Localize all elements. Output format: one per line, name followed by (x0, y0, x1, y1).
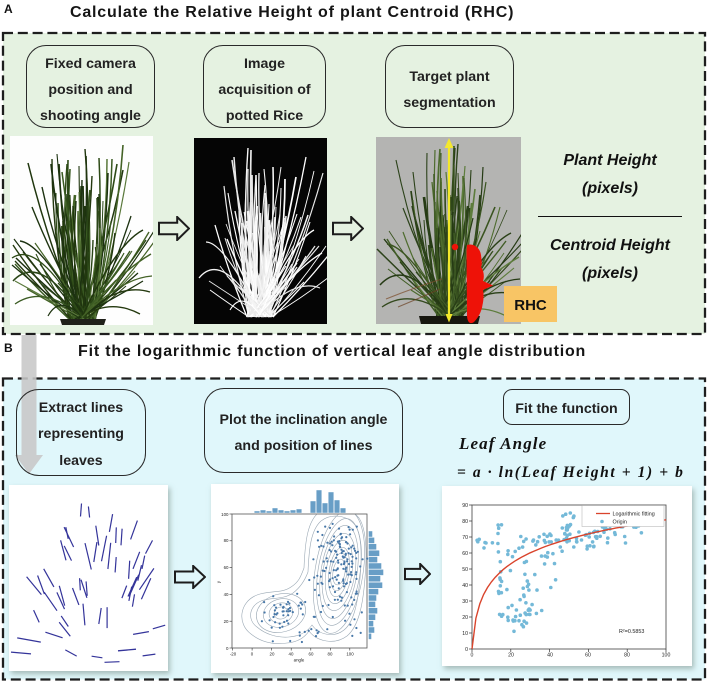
svg-text:Origin: Origin (613, 520, 627, 526)
svg-text:80: 80 (624, 653, 630, 659)
svg-text:20: 20 (462, 615, 468, 621)
svg-text:40: 40 (462, 583, 468, 589)
svg-text:20: 20 (508, 653, 514, 659)
svg-text:angle: angle (294, 658, 305, 663)
svg-text:Logarithmic fitting: Logarithmic fitting (613, 512, 655, 518)
svg-text:100: 100 (346, 652, 354, 657)
svg-text:80: 80 (224, 538, 229, 543)
svg-text:90: 90 (462, 503, 468, 509)
svg-text:0: 0 (251, 652, 254, 657)
svg-text:40: 40 (547, 653, 553, 659)
svg-text:10: 10 (462, 631, 468, 637)
svg-text:60: 60 (462, 551, 468, 557)
svg-text:0: 0 (465, 647, 468, 653)
svg-text:30: 30 (462, 599, 468, 605)
svg-text:80: 80 (462, 519, 468, 525)
svg-text:40: 40 (224, 592, 229, 597)
svg-text:100: 100 (662, 653, 671, 659)
svg-text:60: 60 (224, 565, 229, 570)
svg-text:20: 20 (270, 652, 275, 657)
svg-text:0: 0 (471, 653, 474, 659)
svg-text:40: 40 (289, 652, 294, 657)
svg-text:60: 60 (585, 653, 591, 659)
svg-text:100: 100 (221, 512, 229, 517)
svg-text:80: 80 (328, 652, 333, 657)
svg-text:70: 70 (462, 535, 468, 541)
svg-text:y: y (216, 580, 221, 583)
svg-text:R²=0.5853: R²=0.5853 (619, 629, 644, 635)
svg-text:-20: -20 (230, 652, 237, 657)
svg-text:60: 60 (309, 652, 314, 657)
svg-text:50: 50 (462, 567, 468, 573)
svg-text:0: 0 (226, 646, 229, 651)
svg-text:20: 20 (224, 619, 229, 624)
